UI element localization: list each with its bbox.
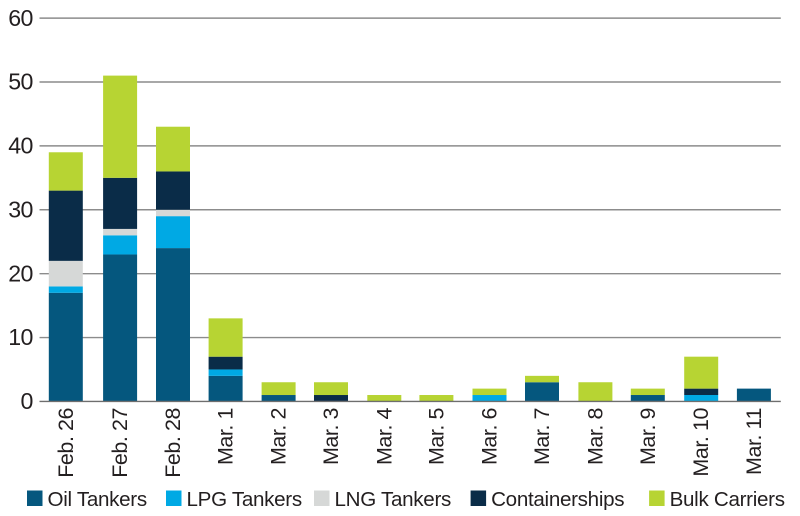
svg-text:Mar. 4: Mar. 4 [372,408,396,466]
svg-text:Oil Tankers: Oil Tankers [48,488,147,511]
svg-text:60: 60 [8,5,33,31]
svg-text:Mar. 7: Mar. 7 [530,408,554,465]
svg-text:Mar. 9: Mar. 9 [636,408,660,465]
svg-text:LNG Tankers: LNG Tankers [335,488,452,511]
svg-text:Mar. 8: Mar. 8 [583,408,607,466]
svg-text:Mar. 6: Mar. 6 [478,408,502,466]
svg-text:Feb. 26: Feb. 26 [54,408,78,478]
svg-text:40: 40 [8,133,33,159]
svg-text:Mar. 10: Mar. 10 [689,408,713,477]
svg-text:Containerships: Containerships [491,488,624,511]
svg-text:Bulk Carriers: Bulk Carriers [670,488,785,511]
svg-text:Mar. 2: Mar. 2 [267,408,291,465]
svg-text:LPG Tankers: LPG Tankers [187,488,302,511]
svg-text:20: 20 [8,260,33,286]
svg-text:Feb. 27: Feb. 27 [108,408,132,478]
svg-text:Mar. 3: Mar. 3 [319,408,343,466]
svg-text:10: 10 [8,324,33,350]
svg-text:30: 30 [8,196,33,222]
svg-text:Mar. 1: Mar. 1 [214,408,238,465]
svg-text:Feb. 28: Feb. 28 [161,408,185,478]
svg-text:50: 50 [8,69,33,95]
svg-text:0: 0 [21,388,33,414]
svg-text:Mar. 11: Mar. 11 [742,408,766,475]
svg-text:Mar. 5: Mar. 5 [424,408,448,466]
